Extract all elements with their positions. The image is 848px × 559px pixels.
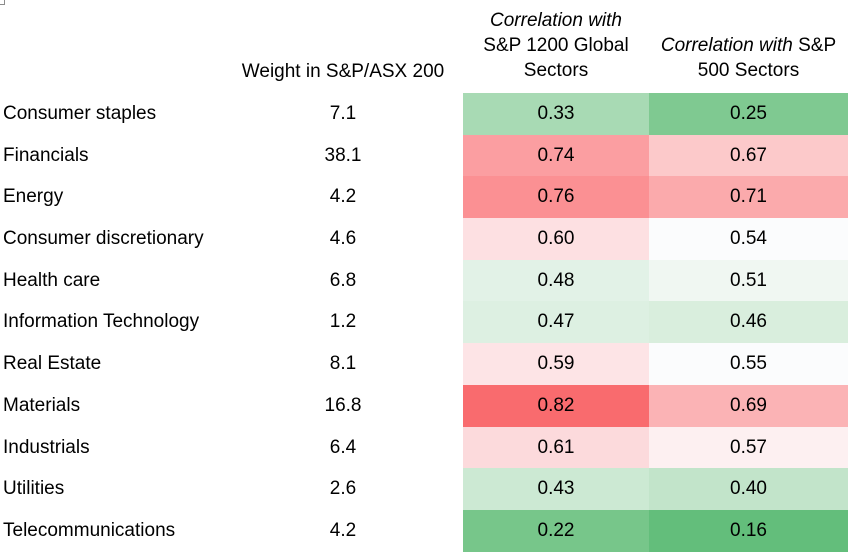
global-correlation-cell: 0.47	[463, 301, 649, 344]
sp500-correlation-cell: 0.40	[649, 468, 848, 510]
table-row: Utilities 2.6 0.43 0.40	[0, 468, 848, 510]
global-correlation-cell: 0.33	[463, 93, 649, 135]
weight-cell: 4.6	[329, 228, 357, 250]
sp500-correlation-cell: 0.16	[649, 509, 848, 552]
weight-cell: 16.8	[324, 394, 362, 416]
global-correlation-cell: 0.22	[463, 509, 649, 552]
sector-name-cell: Real Estate	[3, 353, 102, 375]
sector-name-cell: Information Technology	[3, 311, 200, 333]
header-global-correlation: Correlation with S&P 1200 Global Sectors	[463, 8, 649, 83]
weight-cell: 2.6	[329, 478, 357, 500]
sp500-correlation-cell: 0.67	[649, 134, 848, 177]
weight-cell: 7.1	[329, 103, 357, 124]
corner-mark	[0, 0, 5, 5]
sp500-correlation-cell: 0.71	[649, 176, 848, 219]
table-row: Information Technology 1.2 0.47 0.46	[0, 301, 848, 344]
table-row: Industrials 6.4 0.61 0.57	[0, 426, 848, 469]
global-correlation-cell: 0.82	[463, 384, 649, 427]
table-row: Consumer discretionary 4.6 0.60 0.54	[0, 218, 848, 260]
header-global-line3: Sectors	[523, 60, 589, 81]
header-weight-text: Weight in S&P/ASX 200	[241, 61, 445, 82]
header-sp500-line2: 500 Sectors	[697, 60, 800, 81]
global-correlation-cell: 0.76	[463, 176, 649, 219]
sector-name-cell: Utilities	[3, 478, 65, 500]
weight-cell: 6.4	[329, 436, 357, 458]
global-correlation-cell: 0.43	[463, 468, 649, 510]
sector-name-cell: Telecommunications	[3, 519, 176, 541]
sp500-correlation-cell: 0.57	[649, 426, 848, 469]
global-correlation-cell: 0.61	[463, 426, 649, 469]
sp500-correlation-cell: 0.25	[649, 93, 848, 135]
sp500-correlation-cell: 0.54	[649, 218, 848, 260]
header-sp500-line1-italic: Correlation with	[660, 35, 793, 56]
sp500-correlation-cell: 0.46	[649, 301, 848, 344]
header-global-line1: Correlation with	[490, 10, 622, 31]
header-global-line2: S&P 1200 Global	[483, 35, 629, 56]
sector-name-cell: Consumer discretionary	[3, 228, 204, 250]
sector-name-cell: Energy	[3, 186, 64, 208]
global-correlation-cell: 0.59	[463, 343, 649, 385]
global-correlation-cell: 0.48	[463, 259, 649, 302]
weight-cell: 4.2	[329, 519, 357, 541]
weight-cell: 38.1	[324, 144, 362, 166]
weight-cell: 1.2	[329, 311, 357, 333]
table-row: Financials 38.1 0.74 0.67	[0, 134, 848, 177]
sector-name-cell: Materials	[3, 394, 81, 416]
header-sp500-line1-rest: S&P	[792, 35, 837, 56]
sp500-correlation-cell: 0.69	[649, 384, 848, 427]
sp500-correlation-cell: 0.51	[649, 259, 848, 302]
table-row: Telecommunications 4.2 0.22 0.16	[0, 509, 848, 552]
table-row: Materials 16.8 0.82 0.69	[0, 384, 848, 427]
global-correlation-cell: 0.74	[463, 134, 649, 177]
weight-cell: 8.1	[329, 353, 357, 375]
correlation-table: Consumer staples 7.1 0.33 0.25 Financials 38.…	[0, 93, 848, 552]
sector-name-cell: Industrials	[3, 436, 90, 458]
header-sp500-correlation: Correlation with S&P 500 Sectors	[649, 33, 848, 83]
header-weight: Weight in S&P/ASX 200	[226, 59, 460, 84]
table-row: Health care 6.8 0.48 0.51	[0, 259, 848, 302]
table-row: Energy 4.2 0.76 0.71	[0, 176, 848, 219]
global-correlation-cell: 0.60	[463, 218, 649, 260]
sp500-correlation-cell: 0.55	[649, 343, 848, 385]
sector-name-cell: Health care	[3, 269, 101, 291]
weight-cell: 6.8	[329, 269, 357, 291]
table-row: Real Estate 8.1 0.59 0.55	[0, 343, 848, 385]
weight-cell: 4.2	[329, 186, 357, 208]
table-row: Consumer staples 7.1 0.33 0.25	[0, 93, 848, 135]
sector-name-cell: Consumer staples	[3, 103, 157, 124]
sector-name-cell: Financials	[3, 144, 89, 166]
